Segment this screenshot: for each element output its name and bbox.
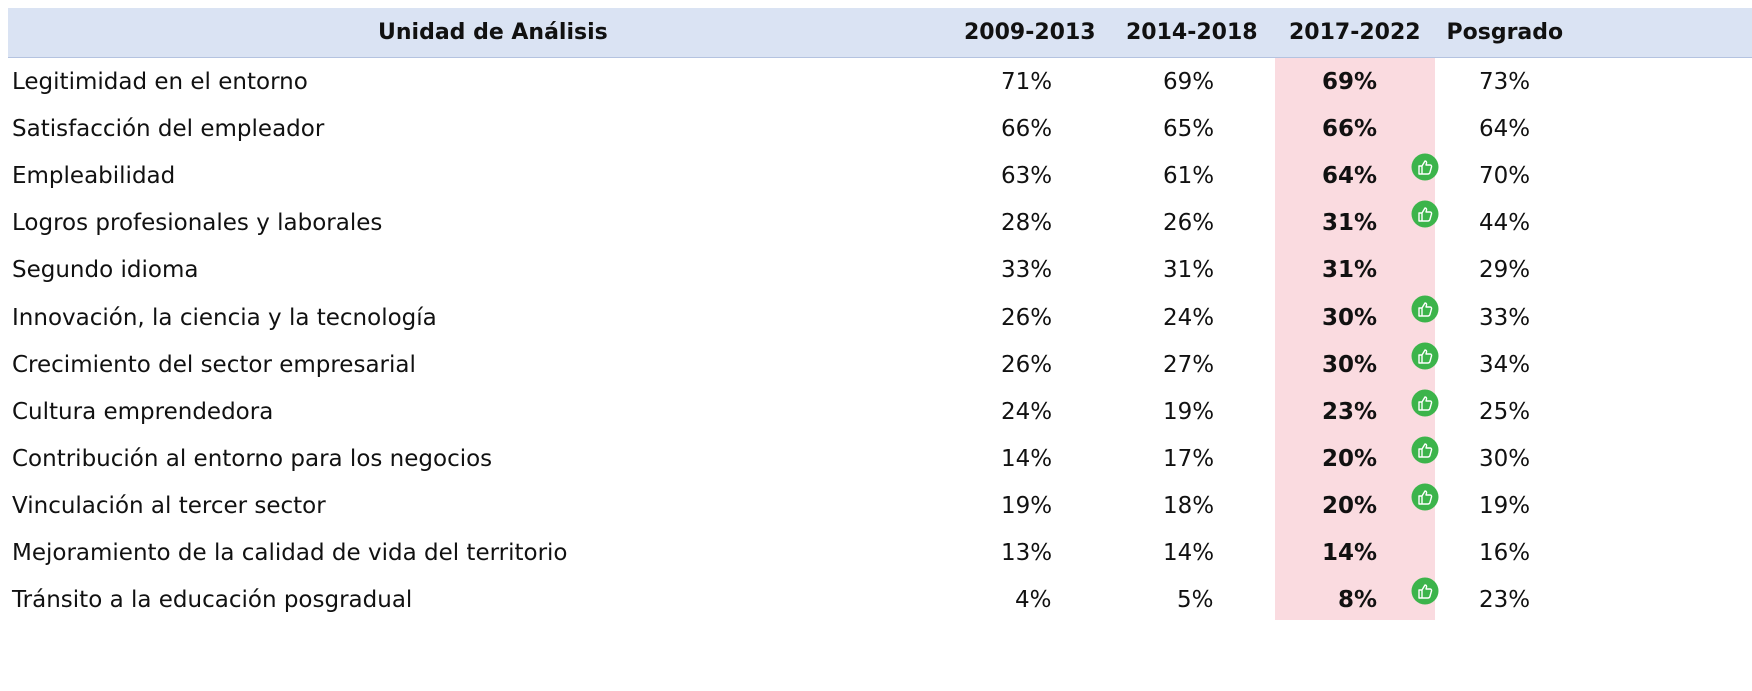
- value-cell: 64%: [1479, 116, 1531, 143]
- value-cell: 31%: [1322, 210, 1378, 237]
- value-cell: 65%: [1163, 116, 1215, 143]
- thumbs-up-icon: [1411, 153, 1439, 181]
- row-label: Legitimidad en el entorno: [12, 69, 308, 95]
- value-cell: 70%: [1479, 163, 1531, 190]
- value-cell: 31%: [1163, 257, 1215, 284]
- row-label: Satisfacción del empleador: [12, 116, 325, 143]
- value-cell: 5%: [1177, 587, 1214, 614]
- value-cell: 16%: [1479, 540, 1531, 566]
- value-cell: 34%: [1479, 351, 1531, 378]
- value-cell: 44%: [1479, 210, 1531, 237]
- value-cell: 29%: [1479, 257, 1531, 284]
- value-cell: 30%: [1322, 351, 1378, 378]
- header-band: [8, 8, 1752, 58]
- value-cell: 27%: [1163, 351, 1215, 378]
- value-cell: 69%: [1163, 69, 1215, 95]
- row-label: Tránsito a la educación posgradual: [12, 587, 413, 614]
- value-cell: 66%: [1322, 116, 1378, 143]
- value-cell: 23%: [1479, 587, 1531, 614]
- value-cell: 26%: [1001, 304, 1053, 331]
- value-cell: 14%: [1322, 540, 1378, 566]
- value-cell: 26%: [1163, 210, 1215, 237]
- value-cell: 8%: [1338, 587, 1378, 614]
- header-cell: 2009-2013: [964, 20, 1096, 45]
- thumbs-up-icon: [1411, 295, 1439, 322]
- highlight-column: [1275, 58, 1435, 620]
- thumbs-up-icon: [1411, 342, 1439, 370]
- value-cell: 24%: [1001, 398, 1053, 425]
- value-cell: 33%: [1001, 257, 1053, 284]
- thumbs-up-icon: [1411, 389, 1439, 417]
- value-cell: 20%: [1322, 445, 1378, 472]
- row-label: Cultura emprendedora: [12, 398, 274, 425]
- thumbs-up-icon: [1411, 200, 1439, 228]
- value-cell: 63%: [1001, 163, 1053, 190]
- row-label: Crecimiento del sector empresarial: [12, 351, 416, 378]
- header-cell: 2014-2018: [1126, 20, 1258, 45]
- header-cell: Unidad de Análisis: [378, 20, 608, 45]
- row-label: Innovación, la ciencia y la tecnología: [12, 304, 437, 331]
- value-cell: 14%: [1163, 540, 1215, 566]
- value-cell: 33%: [1479, 304, 1531, 331]
- value-cell: 30%: [1479, 445, 1531, 472]
- thumbs-up-icon: [1411, 577, 1439, 605]
- value-cell: 69%: [1322, 69, 1378, 95]
- value-cell: 31%: [1322, 257, 1378, 284]
- value-cell: 4%: [1015, 587, 1052, 614]
- value-cell: 66%: [1001, 116, 1053, 143]
- header-cell: Posgrado: [1446, 20, 1564, 45]
- thumbs-up-icon: [1411, 436, 1439, 464]
- row-label: Segundo idioma: [12, 257, 199, 284]
- value-cell: 14%: [1001, 445, 1053, 472]
- value-cell: 28%: [1001, 210, 1053, 237]
- row-label: Logros profesionales y laborales: [12, 210, 383, 237]
- value-cell: 17%: [1163, 445, 1215, 472]
- value-cell: 64%: [1322, 163, 1378, 190]
- thumbs-up-icon: [1411, 483, 1439, 511]
- value-cell: 61%: [1163, 163, 1215, 190]
- value-cell: 30%: [1322, 304, 1378, 331]
- value-cell: 24%: [1163, 304, 1215, 331]
- row-label: Vinculación al tercer sector: [12, 492, 326, 519]
- header-cell: 2017-2022: [1289, 20, 1421, 45]
- value-cell: 19%: [1163, 398, 1215, 425]
- value-cell: 13%: [1001, 540, 1053, 566]
- value-cell: 71%: [1001, 69, 1053, 95]
- value-cell: 19%: [1479, 492, 1531, 519]
- value-cell: 18%: [1163, 492, 1215, 519]
- row-label: Mejoramiento de la calidad de vida del t…: [12, 540, 568, 566]
- value-cell: 23%: [1322, 398, 1378, 425]
- row-label: Empleabilidad: [12, 163, 176, 190]
- value-cell: 73%: [1479, 69, 1531, 95]
- value-cell: 25%: [1479, 398, 1531, 425]
- value-cell: 20%: [1322, 492, 1378, 519]
- value-cell: 26%: [1001, 351, 1053, 378]
- row-label: Contribución al entorno para los negocio…: [12, 445, 493, 472]
- value-cell: 19%: [1001, 492, 1053, 519]
